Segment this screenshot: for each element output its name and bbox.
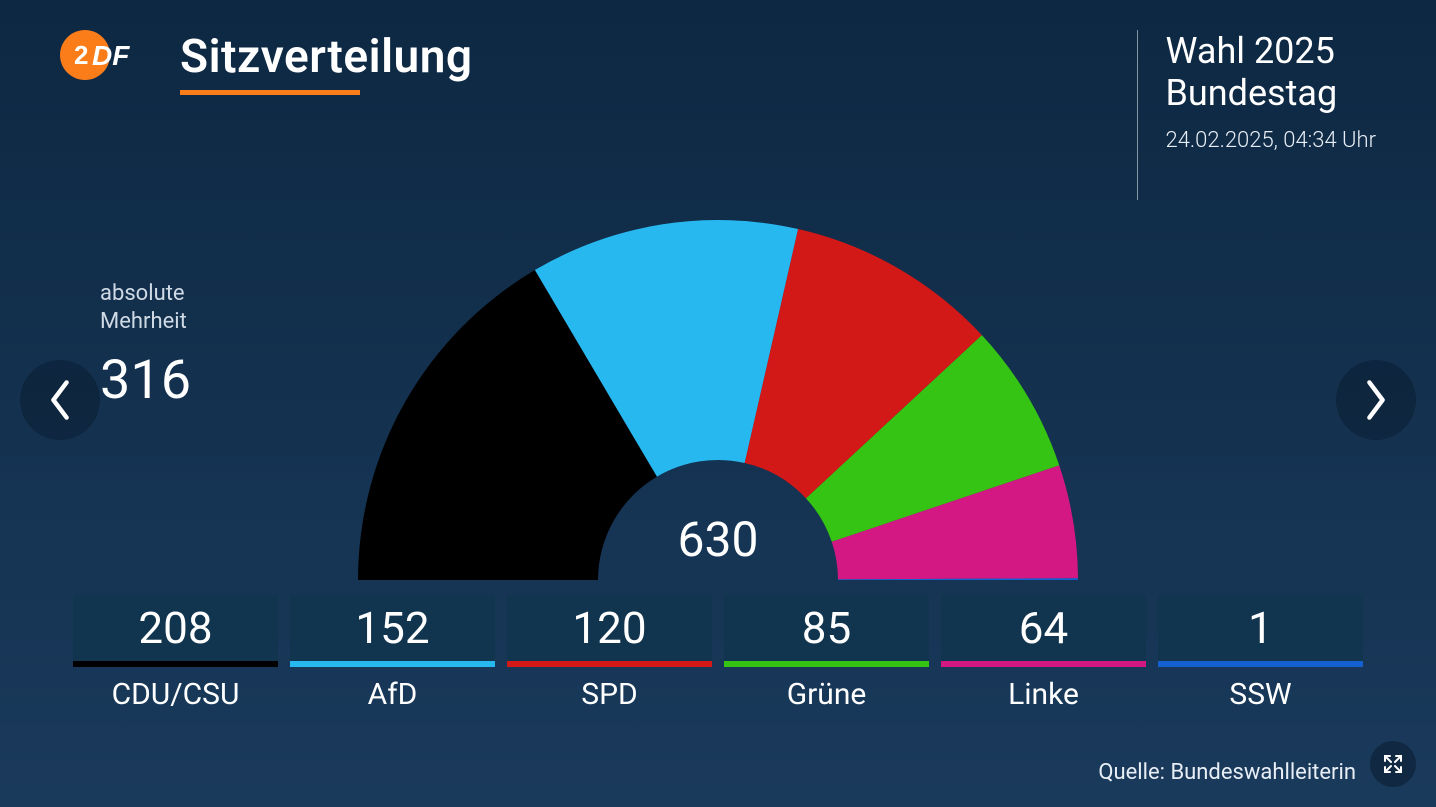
- title-underline: [180, 90, 360, 95]
- seat-count: 120: [507, 595, 712, 661]
- majority-value: 316: [100, 349, 191, 412]
- party-label: CDU/CSU: [73, 677, 278, 712]
- seat-count: 152: [290, 595, 495, 661]
- zdf-logo: 2 DF: [60, 30, 130, 80]
- party-label: Grüne: [724, 677, 929, 712]
- party-color-bar: [507, 661, 712, 667]
- seat-count: 208: [73, 595, 278, 661]
- source-label: Quelle: Bundeswahlleiterin: [1098, 760, 1356, 785]
- seat-count: 64: [941, 595, 1146, 661]
- svg-text:DF: DF: [92, 40, 130, 71]
- page-title: Sitzverteilung: [180, 30, 473, 84]
- parliament-name: Bundestag: [1166, 72, 1377, 114]
- fullscreen-button[interactable]: [1370, 741, 1416, 787]
- seat-count: 85: [724, 595, 929, 661]
- party-color-bar: [941, 661, 1146, 667]
- seat-count: 1: [1158, 595, 1363, 661]
- seat-distribution-chart: 630: [358, 220, 1078, 580]
- party-card-ssw: 1 SSW: [1158, 595, 1363, 712]
- chevron-left-icon: [46, 378, 74, 422]
- majority-block: absoluteMehrheit 316: [100, 280, 191, 412]
- party-color-bar: [290, 661, 495, 667]
- election-name: Wahl 2025: [1166, 30, 1377, 72]
- timestamp: 24.02.2025, 04:34 Uhr: [1166, 128, 1377, 153]
- party-card-spd: 120 SPD: [507, 595, 712, 712]
- expand-icon: [1383, 754, 1403, 774]
- title-block: Sitzverteilung: [180, 30, 473, 95]
- party-row: 208 CDU/CSU 152 AfD 120 SPD 85 Grüne 64 Linke 1 SSW: [60, 595, 1376, 712]
- chevron-right-icon: [1362, 378, 1390, 422]
- party-color-bar: [73, 661, 278, 667]
- party-card-cdu-csu: 208 CDU/CSU: [73, 595, 278, 712]
- next-button[interactable]: [1336, 360, 1416, 440]
- party-label: AfD: [290, 677, 495, 712]
- party-color-bar: [1158, 661, 1363, 667]
- party-label: SSW: [1158, 677, 1363, 712]
- party-card-gr-ne: 85 Grüne: [724, 595, 929, 712]
- party-label: SPD: [507, 677, 712, 712]
- party-card-linke: 64 Linke: [941, 595, 1146, 712]
- header: 2 DF Sitzverteilung: [60, 30, 473, 95]
- total-seats: 630: [678, 511, 759, 568]
- svg-text:2: 2: [74, 40, 88, 70]
- party-card-afd: 152 AfD: [290, 595, 495, 712]
- prev-button[interactable]: [20, 360, 100, 440]
- header-info: Wahl 2025 Bundestag 24.02.2025, 04:34 Uh…: [1137, 30, 1377, 200]
- majority-label: absoluteMehrheit: [100, 280, 191, 335]
- party-color-bar: [724, 661, 929, 667]
- party-label: Linke: [941, 677, 1146, 712]
